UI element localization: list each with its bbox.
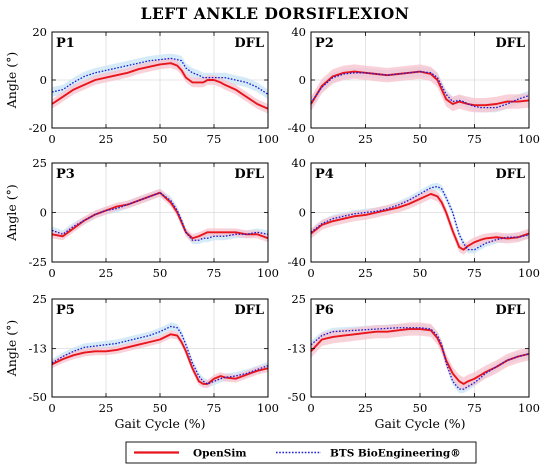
x-tick-label: 50 — [413, 401, 428, 415]
legend-label-opensim: OpenSim — [193, 448, 246, 460]
x-tick-label: 50 — [153, 401, 168, 415]
x-tick-label: 25 — [358, 266, 373, 280]
y-tick-label: -20 — [28, 121, 47, 135]
x-tick-label: 0 — [307, 132, 314, 146]
x-tick-label: 100 — [518, 401, 540, 415]
x-tick-label: 0 — [307, 401, 314, 415]
legend-label-bts: BTS BioEngineering® — [330, 448, 461, 460]
x-tick-label: 25 — [358, 132, 373, 146]
y-tick-label: 20 — [32, 25, 47, 39]
x-tick-label: 25 — [358, 401, 373, 415]
panel-label: P4 — [315, 167, 334, 182]
band-opensim — [52, 330, 268, 388]
x-tick-label: 75 — [467, 266, 482, 280]
y-tick-label: 40 — [291, 25, 306, 39]
series-line-bts — [51, 192, 269, 241]
y-axis-label: Angle (°) — [4, 52, 19, 109]
y-axis-label: Angle (°) — [4, 184, 19, 241]
y-tick-label: -50 — [287, 390, 306, 404]
panel-label-right: DFL — [495, 36, 525, 51]
y-tick-label: 40 — [291, 156, 306, 170]
x-axis-label: Gait Cycle (%) — [114, 416, 205, 431]
y-axis-label: Angle (°) — [4, 320, 19, 377]
y-tick-label: 25 — [32, 292, 47, 306]
series-line-bts — [310, 185, 530, 251]
y-tick-label: -25 — [28, 255, 47, 269]
y-tick-label: -40 — [287, 255, 306, 269]
y-tick-label: 0 — [299, 73, 306, 87]
panel-label: P6 — [315, 303, 334, 318]
chart-title: LEFT ANKLE DORSIFLEXION — [141, 4, 410, 23]
band-bts — [52, 322, 268, 388]
panel-label-right: DFL — [234, 167, 264, 182]
x-axis-label: Gait Cycle (%) — [374, 416, 465, 431]
x-tick-label: 100 — [257, 401, 279, 415]
x-tick-label: 0 — [307, 266, 314, 280]
x-tick-label: 50 — [413, 266, 428, 280]
x-tick-label: 75 — [467, 401, 482, 415]
band-opensim — [311, 322, 529, 391]
series-line-bts — [51, 325, 269, 385]
x-tick-label: 25 — [99, 401, 114, 415]
x-tick-label: 50 — [153, 132, 168, 146]
panel-p5: 0 25 50 75 100 -50 -13 25 P5 DFL Angle (°) Gait Cyc… — [4, 292, 279, 431]
x-tick-label: 75 — [467, 132, 482, 146]
legend: OpenSim BTS BioEngineering® — [125, 441, 477, 464]
x-tick-label: 75 — [207, 132, 222, 146]
x-tick-label: 25 — [99, 266, 114, 280]
series-line-bts — [310, 327, 530, 390]
y-tick-label: 0 — [40, 73, 47, 87]
x-tick-label: 75 — [207, 401, 222, 415]
y-tick-label: 0 — [40, 206, 47, 220]
band-opensim — [52, 188, 268, 243]
series-line-opensim — [310, 192, 530, 251]
panel-label: P5 — [56, 303, 75, 318]
x-tick-label: 0 — [48, 132, 55, 146]
x-tick-label: 50 — [153, 266, 168, 280]
x-tick-label: 100 — [518, 132, 540, 146]
y-tick-label: -50 — [28, 390, 47, 404]
series-line-opensim — [310, 70, 530, 107]
panel-label: P1 — [56, 36, 75, 51]
y-tick-label: 0 — [299, 206, 306, 220]
x-tick-label: 100 — [257, 132, 279, 146]
panel-label: P3 — [56, 167, 75, 182]
x-tick-label: 100 — [518, 266, 540, 280]
y-tick-label: -13 — [28, 342, 47, 356]
y-tick-label: -40 — [287, 121, 306, 135]
y-tick-label: 25 — [32, 156, 47, 170]
x-tick-label: 75 — [207, 266, 222, 280]
panel-label-right: DFL — [234, 303, 264, 318]
panel-p6: 0 25 50 75 100 -50 -13 25 P6 DFL Gait Cycle (%) — [287, 292, 540, 431]
panel-label-right: DFL — [234, 36, 264, 51]
panel-label-right: DFL — [495, 167, 525, 182]
x-tick-label: 100 — [257, 266, 279, 280]
series-line-opensim — [310, 328, 530, 385]
panel-label: P2 — [315, 36, 334, 51]
series-line-opensim — [51, 62, 269, 110]
x-tick-label: 25 — [99, 132, 114, 146]
y-tick-label: 25 — [291, 292, 306, 306]
legend-box — [125, 441, 477, 464]
x-tick-label: 0 — [48, 401, 55, 415]
series-line-bts — [310, 70, 530, 109]
y-tick-label: -13 — [287, 342, 306, 356]
band-opensim — [52, 58, 268, 114]
band-opensim — [311, 64, 529, 113]
x-tick-label: 50 — [413, 132, 428, 146]
band-opensim — [311, 188, 529, 255]
panel-label-right: DFL — [495, 303, 525, 318]
x-tick-label: 0 — [48, 266, 55, 280]
